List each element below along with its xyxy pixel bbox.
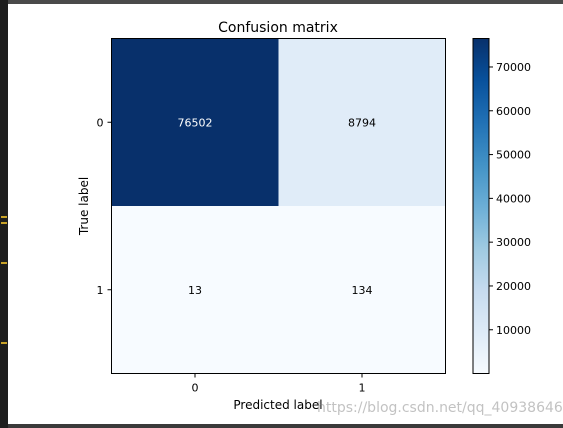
colorbar-tick-label: 20000 [496, 280, 531, 293]
plot-frame [111, 38, 446, 374]
cell-value-label: 134 [352, 284, 373, 297]
colorbar [473, 38, 489, 374]
colorbar-ticks: 10000 20000 30000 40000 50000 60000 70000 [489, 61, 531, 337]
cell-value-label: 13 [188, 284, 202, 297]
x-axis-label: Predicted label [233, 398, 322, 412]
gutter-marker [1, 216, 7, 218]
colorbar-tick-label: 30000 [496, 236, 531, 249]
x-tick-label: 0 [192, 382, 199, 395]
cell-value-label: 8794 [348, 116, 376, 129]
heatmap-cell [278, 38, 446, 206]
heatmap-cells [111, 38, 446, 374]
colorbar-frame [472, 38, 490, 374]
colorbar-tick-label: 50000 [496, 149, 531, 162]
colorbar-tick-label: 70000 [496, 61, 531, 74]
window-top-edge [8, 0, 563, 4]
heatmap-cell [111, 206, 279, 374]
gutter-marker [1, 222, 7, 224]
colorbar-tick-label: 40000 [496, 192, 531, 205]
window-bottom-edge [8, 424, 563, 428]
cell-value-labels: 76502 8794 13 134 [178, 116, 377, 297]
y-axis-ticks: 01 [97, 116, 112, 297]
heatmap-cell [278, 206, 446, 374]
editor-gutter-strip [0, 0, 8, 428]
gutter-marker [1, 262, 7, 264]
cell-value-label: 76502 [178, 116, 213, 129]
y-tick-label: 1 [97, 284, 104, 297]
y-axis-label: True label [77, 177, 91, 236]
y-tick-label: 0 [97, 116, 104, 129]
chart-title: Confusion matrix [218, 20, 338, 36]
gutter-marker [1, 342, 7, 344]
colorbar-tick-label: 60000 [496, 105, 531, 118]
x-tick-label: 1 [359, 382, 366, 395]
watermark-text: https://blog.csdn.net/qq_40938646 [317, 400, 563, 416]
heatmap-cell [111, 38, 279, 206]
colorbar-tick-label: 10000 [496, 324, 531, 337]
